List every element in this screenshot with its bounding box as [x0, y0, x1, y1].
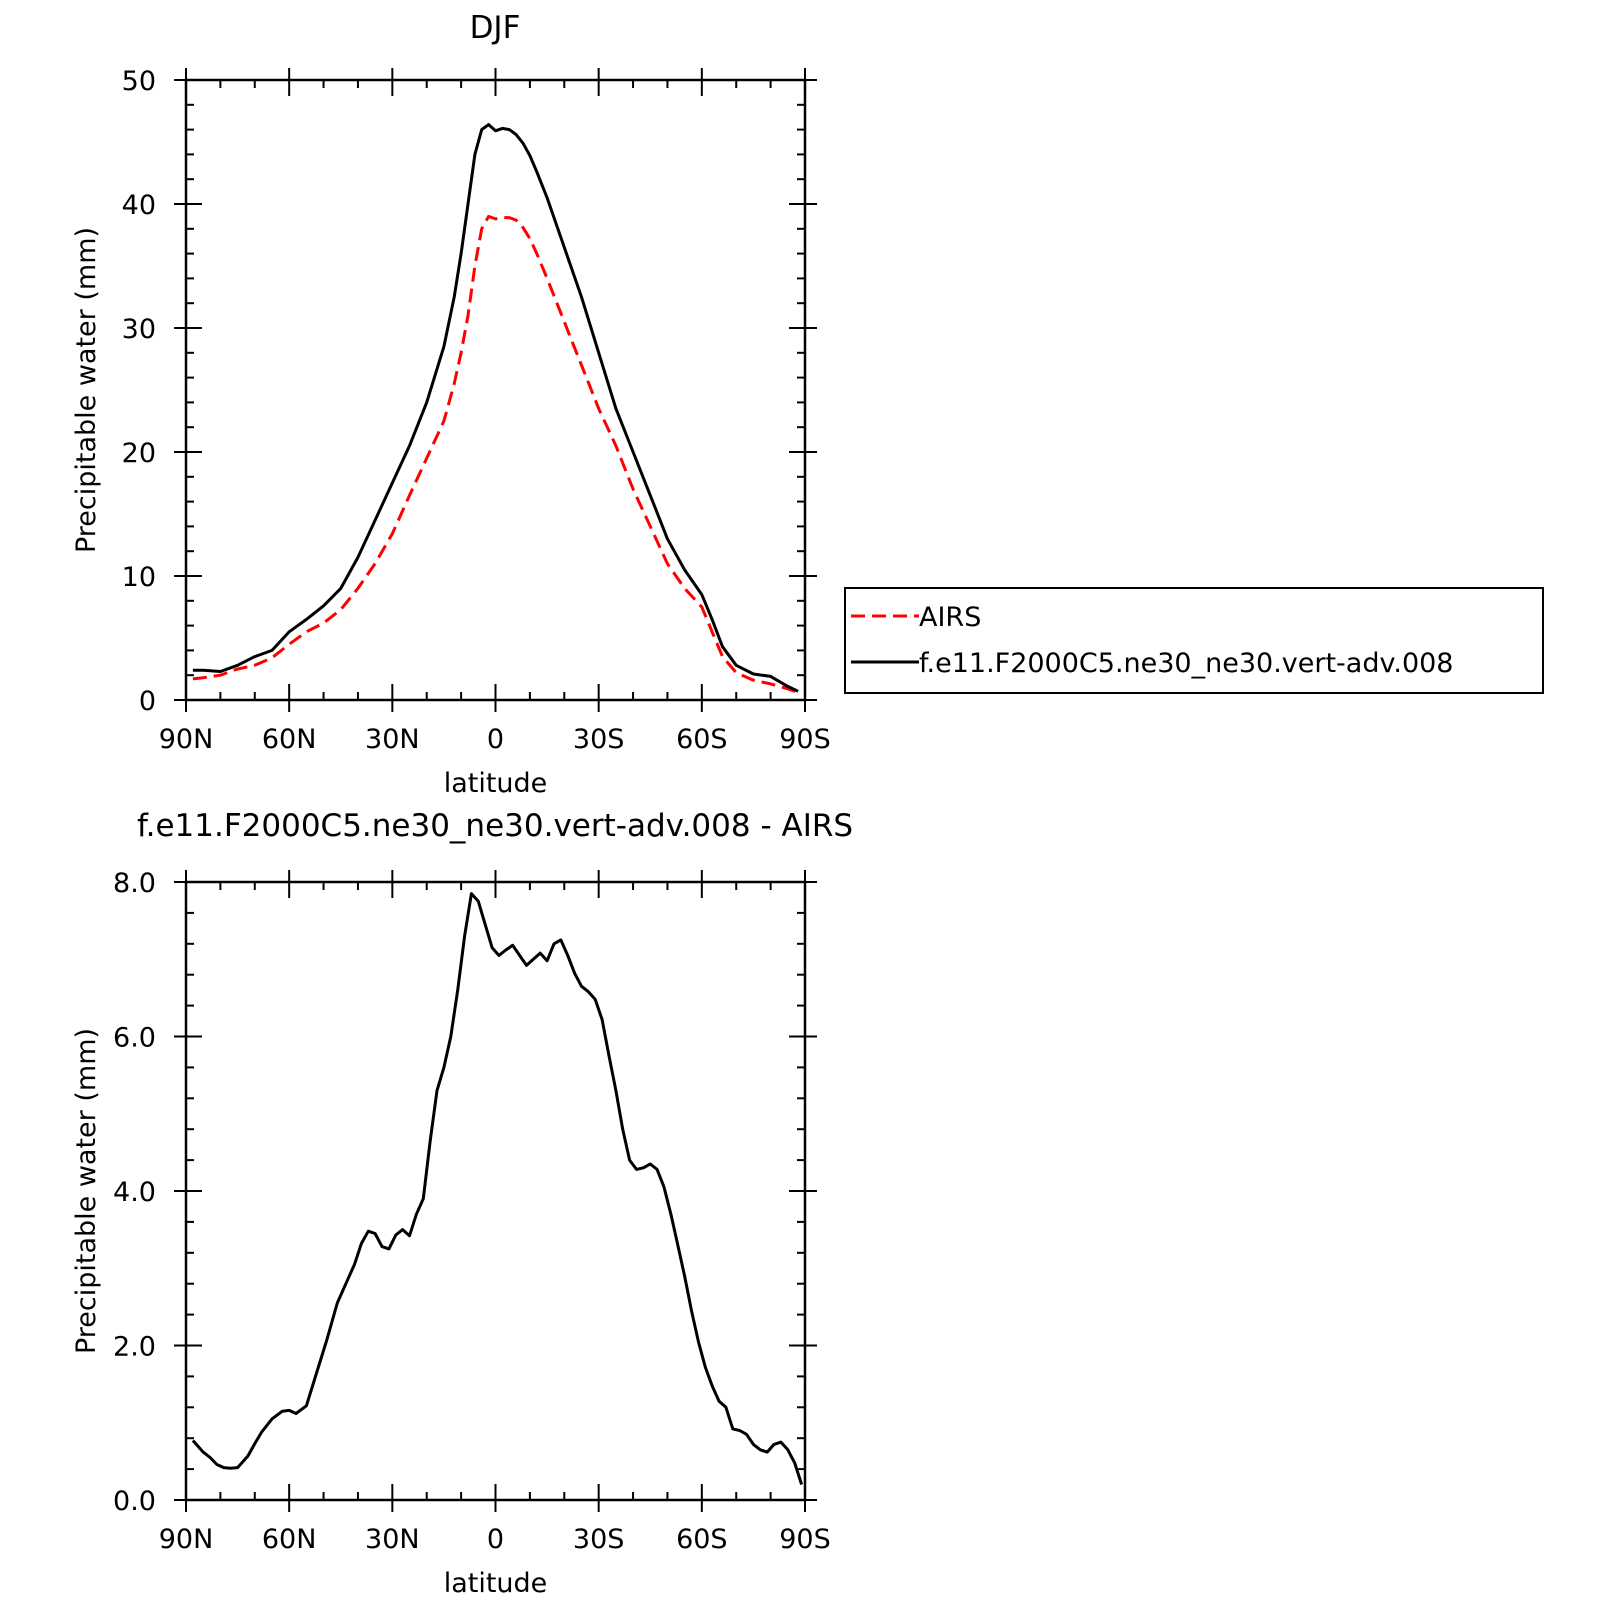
x-tick-label: 90N [159, 1524, 214, 1555]
x-tick-label: 60S [676, 1524, 728, 1555]
y-tick-label: 20 [122, 438, 156, 469]
x-axis-label: latitude [444, 768, 548, 799]
legend-label-1: f.e11.F2000C5.ne30_ne30.vert-adv.008 [919, 648, 1453, 679]
legend: AIRS f.e11.F2000C5.ne30_ne30.vert-adv.008 [844, 587, 1544, 694]
y-tick-label: 10 [122, 562, 156, 593]
x-axis-label: latitude [444, 1568, 548, 1599]
x-tick-label: 30S [573, 1524, 625, 1555]
legend-box [844, 587, 1544, 694]
x-tick-label: 60N [262, 1524, 317, 1555]
y-tick-label: 2.0 [113, 1332, 156, 1363]
y-tick-label: 0.0 [113, 1486, 156, 1517]
y-tick-label: 0 [139, 686, 156, 717]
y-tick-label: 30 [122, 314, 156, 345]
y-axis-label: Precipitable water (mm) [71, 1028, 102, 1354]
x-tick-label: 0 [487, 1524, 504, 1555]
difference-plot: f.e11.F2000C5.ne30_ne30.vert-adv.008 - A… [71, 808, 853, 1599]
x-tick-label: 90N [159, 724, 214, 755]
y-tick-label: 4.0 [113, 1177, 156, 1208]
y-tick-label: 40 [122, 190, 156, 221]
y-axis-label: Precipitable water (mm) [71, 227, 102, 553]
y-tick-label: 50 [122, 66, 156, 97]
series-line-0 [192, 214, 799, 695]
x-tick-label: 30S [573, 724, 625, 755]
x-tick-label: 30N [365, 1524, 420, 1555]
x-tick-label: 90S [779, 1524, 831, 1555]
x-tick-label: 60S [676, 724, 728, 755]
series-line-1 [192, 123, 799, 693]
plot-frame [184, 78, 807, 702]
chart-title: DJF [470, 10, 521, 46]
x-tick-label: 60N [262, 724, 317, 755]
y-tick-label: 6.0 [113, 1023, 156, 1054]
djf-plot: DJF 90N 60N 30N 0 30S 60S 90S 0 10 20 30 40 50 latitud… [71, 10, 1544, 799]
plot-frame [184, 880, 807, 1502]
legend-label-0: AIRS [919, 602, 981, 633]
series-line-0 [191, 892, 804, 1485]
y-tick-label: 8.0 [113, 868, 156, 899]
x-tick-label: 90S [779, 724, 831, 755]
x-tick-label: 30N [365, 724, 420, 755]
x-tick-label: 0 [487, 724, 504, 755]
chart-title: f.e11.F2000C5.ne30_ne30.vert-adv.008 - A… [137, 808, 853, 844]
